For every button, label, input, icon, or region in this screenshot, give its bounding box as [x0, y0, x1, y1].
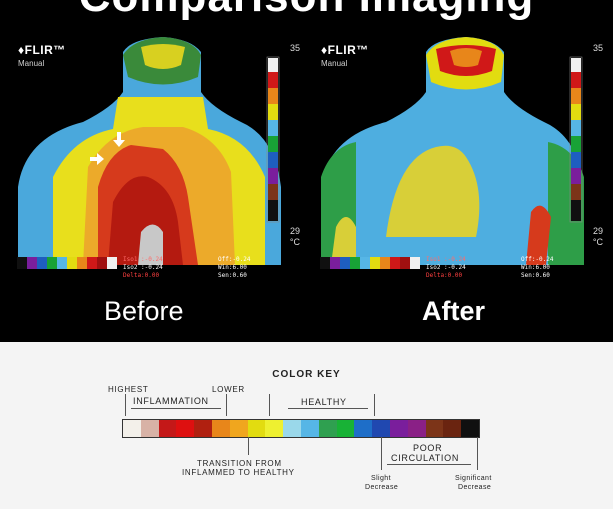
scale-min-value: 29: [592, 226, 603, 236]
color-swatch: [176, 420, 195, 437]
cropped-heading: Comparison Imaging: [0, 0, 613, 22]
color-swatch: [265, 420, 284, 437]
after-caption: After: [422, 296, 486, 326]
delta-readout: Delta:0.00: [426, 272, 463, 279]
poor-label: POOR: [413, 443, 443, 453]
significant-decrease-label: Decrease: [458, 484, 492, 491]
before-caption: Before: [104, 296, 184, 326]
flir-logo: ♦FLIR™: [321, 43, 369, 57]
before-thermal-image: ♦FLIR™ Manual 35 29 °C Iso1 :-0.24 Iso2 …: [13, 37, 306, 290]
win-readout: Win:6.00: [218, 264, 247, 271]
highest-label: HIGHEST: [108, 385, 149, 394]
divider: [226, 394, 227, 416]
iso2-readout: Iso2 :-0.24: [426, 264, 466, 271]
after-legend-bar: [320, 257, 420, 269]
color-swatch: [425, 420, 444, 437]
divider: [387, 464, 471, 465]
color-swatch: [318, 420, 337, 437]
color-swatch: [194, 420, 212, 437]
before-heatmap: [13, 37, 306, 290]
sen-readout: Sen:0.60: [218, 272, 247, 279]
thermal-comparison: Comparison Imaging: [0, 0, 613, 342]
divider: [288, 408, 368, 409]
off-readout: Off:-0.24: [218, 256, 251, 263]
scale-min: 29 °C: [290, 226, 300, 248]
color-swatch: [229, 420, 248, 437]
scale-unit: °C: [592, 237, 603, 247]
divider: [125, 394, 126, 416]
slight-label: Slight: [371, 475, 391, 482]
iso1-readout: Iso1 :-0.24: [123, 256, 163, 263]
color-scale-bar: [122, 419, 480, 438]
iso2-readout: Iso2 :-0.24: [123, 264, 163, 271]
color-swatch: [354, 420, 373, 437]
scale-min-value: 29: [289, 226, 300, 236]
significant-label: Significant: [455, 475, 492, 482]
off-readout: Off:-0.24: [521, 256, 554, 263]
arrow-icon: [90, 153, 104, 165]
color-key: COLOR KEY HIGHEST LOWER INFLAMMATION HEA…: [0, 342, 613, 509]
color-swatch: [283, 420, 301, 437]
after-thermal-image: ♦FLIR™ Manual 35 29 °C Iso1 :-0.24 Iso2 …: [316, 37, 609, 290]
color-key-title: COLOR KEY: [272, 369, 341, 380]
circulation-label: CIRCULATION: [391, 453, 460, 463]
divider: [248, 437, 249, 455]
healthy-label: HEALTHY: [301, 397, 347, 407]
camera-mode: Manual: [18, 59, 45, 68]
after-heatmap: [316, 37, 609, 290]
color-swatch: [300, 420, 319, 437]
divider: [131, 408, 221, 409]
scale-unit: °C: [289, 237, 300, 247]
color-swatch: [461, 420, 479, 437]
color-swatch: [372, 420, 390, 437]
slight-decrease-label: Decrease: [365, 484, 399, 491]
color-swatch: [407, 420, 426, 437]
color-swatch: [158, 420, 177, 437]
color-swatch: [389, 420, 408, 437]
color-swatch: [123, 420, 141, 437]
scale-min: 29 °C: [593, 226, 603, 248]
win-readout: Win:6.00: [521, 264, 550, 271]
inflammation-label: INFLAMMATION: [133, 396, 209, 406]
scale-max: 35: [289, 43, 300, 53]
transition-label-1: TRANSITION FROM: [197, 459, 282, 468]
lower-label: LOWER: [212, 385, 245, 394]
divider: [477, 437, 478, 470]
color-swatch: [443, 420, 462, 437]
color-swatch: [336, 420, 355, 437]
flir-logo: ♦FLIR™: [18, 43, 66, 57]
color-swatch: [140, 420, 159, 437]
delta-readout: Delta:0.00: [123, 272, 160, 279]
before-legend-bar: [17, 257, 117, 269]
divider: [374, 394, 375, 416]
arrow-icon: [113, 132, 125, 147]
transition-label-2: INFLAMMED TO HEALTHY: [182, 468, 295, 477]
camera-mode: Manual: [321, 59, 348, 68]
color-swatch: [211, 420, 230, 437]
color-swatch: [247, 420, 266, 437]
scale-max: 35: [592, 43, 603, 53]
divider: [381, 437, 382, 470]
iso1-readout: Iso1 :-0.24: [426, 256, 466, 263]
sen-readout: Sen:0.60: [521, 272, 550, 279]
divider: [269, 394, 270, 416]
